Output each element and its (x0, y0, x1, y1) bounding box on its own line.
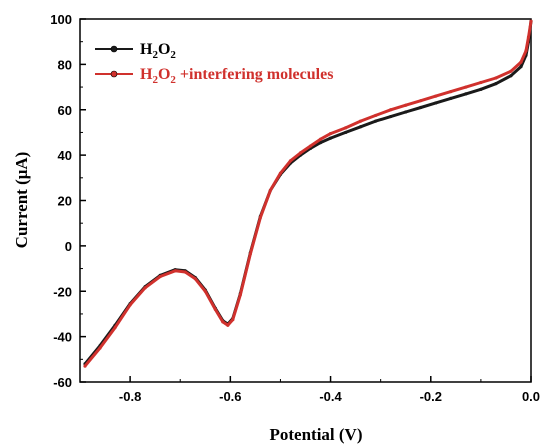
series-point-1 (419, 105, 423, 110)
series-point-2 (213, 307, 217, 311)
series-point-2 (464, 85, 468, 89)
series-point-2 (83, 364, 87, 368)
series-point-2 (529, 19, 533, 23)
legend-label-2: H2O2 +interfering molecules (140, 66, 333, 86)
x-axis-ticks: -0.8 -0.6 -0.4 -0.2 0.0 (119, 376, 540, 404)
series-point-2 (203, 289, 207, 293)
series-point-2 (158, 274, 162, 279)
series-point-1 (318, 141, 323, 145)
x-axis-label: Potential (V) (269, 425, 362, 444)
series-point-2 (359, 119, 363, 123)
y-tick-label: 20 (58, 194, 72, 209)
series-point-1 (519, 65, 523, 69)
series-point-2 (374, 113, 378, 118)
series-point-1 (389, 114, 393, 119)
series-point-2 (173, 269, 177, 273)
series-point-2 (509, 69, 513, 73)
y-tick-label: 60 (58, 103, 72, 118)
y-tick-label: -60 (53, 375, 72, 390)
series-point-1 (494, 82, 498, 86)
series-point-1 (343, 130, 348, 135)
x-tick-label: -0.4 (319, 389, 342, 404)
series-point-1 (359, 125, 363, 129)
series-point-2 (526, 35, 531, 39)
series-point-2 (524, 49, 528, 53)
series-point-1 (449, 96, 453, 101)
series-point-2 (278, 171, 283, 175)
legend-marker-2 (110, 70, 118, 78)
series-point-2 (519, 60, 523, 64)
series-point-1 (374, 119, 378, 123)
series-point-2 (258, 215, 262, 220)
x-tick-label: -0.2 (420, 389, 442, 404)
series-line-2 (83, 21, 533, 368)
series-point-2 (268, 188, 273, 192)
series-point-2 (238, 293, 242, 297)
x-tick-label: -0.8 (119, 389, 141, 404)
series-point-1 (509, 74, 513, 78)
y-tick-label: 100 (50, 12, 72, 27)
series-point-2 (128, 303, 132, 307)
x-tick-label: 0.0 (522, 389, 540, 404)
series-point-2 (231, 318, 235, 322)
series-point-1 (404, 110, 408, 114)
series-point-2 (308, 144, 313, 148)
series-point-1 (464, 92, 468, 96)
series-point-2 (113, 325, 117, 330)
series-point-2 (143, 286, 147, 290)
series-point-2 (449, 90, 453, 94)
series-point-2 (193, 277, 197, 281)
y-axis-ticks: -60 -40 -20 0 20 40 60 80 100 (50, 12, 86, 390)
series-point-2 (328, 131, 333, 136)
series-point-2 (98, 346, 102, 350)
y-axis-label: Current (μA) (12, 152, 31, 249)
series-layer (83, 19, 533, 368)
series-point-1 (434, 101, 438, 105)
series-point-2 (248, 252, 252, 256)
series-point-2 (479, 80, 483, 85)
legend-marker-1 (110, 45, 118, 53)
series-point-2 (298, 151, 303, 155)
legend: H2O2 H2O2 +interfering molecules (95, 41, 333, 86)
y-tick-label: -40 (53, 330, 72, 345)
y-tick-label: 80 (58, 57, 72, 72)
series-point-1 (479, 87, 483, 91)
y-tick-label: -20 (53, 284, 72, 299)
y-tick-label: 0 (65, 239, 72, 254)
y-tick-label: 40 (58, 148, 72, 163)
series-point-2 (494, 76, 498, 80)
series-point-2 (226, 323, 230, 327)
series-point-1 (328, 136, 333, 140)
series-point-2 (434, 94, 438, 98)
series-point-2 (318, 137, 323, 141)
series-point-2 (404, 103, 408, 107)
series-point-2 (221, 320, 225, 324)
x-tick-label: -0.6 (219, 389, 241, 404)
series-point-2 (288, 159, 293, 163)
series-point-2 (343, 126, 348, 130)
series-point-2 (183, 270, 187, 274)
series-point-2 (419, 99, 423, 103)
legend-label-1: H2O2 (140, 41, 176, 61)
series-point-2 (389, 108, 393, 112)
